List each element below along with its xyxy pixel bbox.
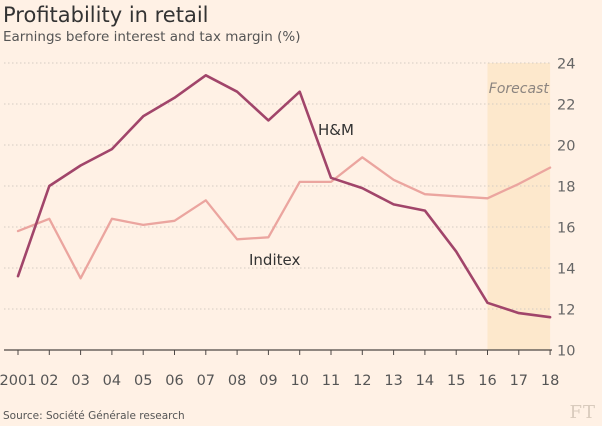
source-note: Source: Société Générale research bbox=[3, 410, 185, 422]
y-tick-label: 10 bbox=[557, 344, 575, 360]
x-tick-label: 07 bbox=[197, 373, 215, 389]
x-tick-label: 09 bbox=[259, 373, 277, 389]
x-tick-label: 06 bbox=[165, 373, 183, 389]
x-tick-label: 15 bbox=[447, 373, 465, 389]
series-line-h-m bbox=[16, 74, 552, 319]
series-label-hm: H&M bbox=[318, 121, 354, 139]
x-tick-label: 08 bbox=[228, 373, 246, 389]
series-line-inditex bbox=[16, 156, 552, 280]
y-tick-label: 24 bbox=[557, 57, 575, 73]
x-tick-label: 02 bbox=[40, 373, 58, 389]
x-tick-label: 16 bbox=[478, 373, 496, 389]
chart-title: Profitability in retail bbox=[3, 3, 209, 27]
x-tick-label: 03 bbox=[71, 373, 89, 389]
ft-logo: FT bbox=[569, 402, 596, 423]
y-tick-label: 22 bbox=[557, 98, 575, 114]
y-tick-label: 16 bbox=[557, 221, 575, 237]
x-tick-label: 2001 bbox=[0, 373, 36, 389]
chart-subtitle: Earnings before interest and tax margin … bbox=[3, 29, 301, 45]
x-tick-label: 11 bbox=[322, 373, 340, 389]
x-tick-label: 13 bbox=[384, 373, 402, 389]
x-tick-label: 04 bbox=[103, 373, 121, 389]
x-axis-ticks: 2001 02 03 04 05 06 07 08 09 10 11 12 13 14 15 16 17 18 bbox=[0, 350, 559, 389]
y-axis-ticks: 10 12 14 16 18 20 22 24 bbox=[557, 57, 575, 360]
x-tick-label: 10 bbox=[290, 373, 308, 389]
series-lines bbox=[16, 74, 552, 319]
x-tick-label: 12 bbox=[353, 373, 371, 389]
forecast-band bbox=[487, 63, 551, 350]
gridlines bbox=[4, 62, 552, 310]
series-label-inditex: Inditex bbox=[249, 251, 300, 269]
forecast-label: Forecast bbox=[489, 81, 550, 97]
y-tick-label: 14 bbox=[557, 262, 575, 278]
x-tick-label: 14 bbox=[416, 373, 434, 389]
x-tick-label: 18 bbox=[541, 373, 559, 389]
x-tick-label: 17 bbox=[510, 373, 528, 389]
x-tick-label: 05 bbox=[134, 373, 152, 389]
y-tick-label: 20 bbox=[557, 139, 575, 155]
y-tick-label: 18 bbox=[557, 180, 575, 196]
y-tick-label: 12 bbox=[557, 303, 575, 319]
